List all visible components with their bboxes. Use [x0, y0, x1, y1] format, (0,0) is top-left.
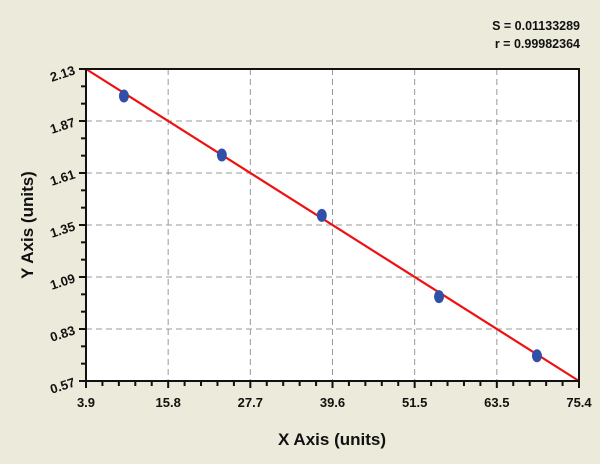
data-point — [531, 349, 542, 363]
ticks: 3.9 15.8 27.7 39.6 51.5 63.5 75.4 0.57 0.83 1.09 1… — [48, 63, 592, 410]
y-tick-label: 2.13 — [48, 63, 77, 85]
x-tick-label: 3.9 — [77, 395, 95, 410]
x-tick-label: 51.5 — [402, 395, 427, 410]
stat-s: S = 0.01133289 — [492, 19, 580, 33]
y-axis-label: Y Axis (units) — [18, 171, 37, 279]
y-tick-label: 1.61 — [48, 167, 77, 189]
y-tick-label: 0.83 — [48, 323, 77, 345]
y-tick-label: 1.87 — [48, 115, 77, 137]
x-tick-label: 15.8 — [156, 395, 181, 410]
fit-line — [85, 68, 580, 382]
data-point — [316, 208, 327, 222]
data-point — [118, 89, 129, 103]
y-tick-label: 1.35 — [48, 219, 77, 241]
y-tick-label: 1.09 — [48, 271, 77, 293]
x-tick-label: 63.5 — [484, 395, 509, 410]
y-tick-label: 0.57 — [48, 375, 77, 397]
data-points — [118, 89, 542, 363]
stat-r: r = 0.99982364 — [495, 37, 580, 51]
x-tick-label: 39.6 — [320, 395, 345, 410]
x-tick-label: 27.7 — [238, 395, 263, 410]
plot-frame — [85, 68, 580, 382]
x-axis-label: X Axis (units) — [278, 430, 386, 449]
x-tick-label: 75.4 — [566, 395, 592, 410]
data-point — [434, 290, 445, 304]
data-point — [216, 148, 227, 162]
